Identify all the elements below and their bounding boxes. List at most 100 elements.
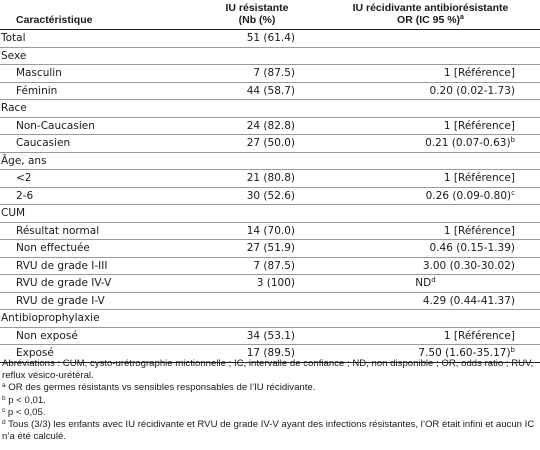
row-label: Féminin — [0, 82, 193, 100]
row-footnote-mark: d — [431, 276, 436, 285]
row-footnote-mark: b — [510, 346, 515, 355]
table-row: Âge, ans — [0, 152, 540, 170]
row-label: RVU de grade IV-V — [0, 274, 193, 293]
table-row: Total 51 (61.4) — [0, 29, 540, 48]
row-count-percent: 21 (80.8) — [193, 169, 321, 188]
footnote-c-text: p < 0,05. — [5, 406, 46, 418]
footnote-d: d Tous (3/3) les enfants avec IU récidiv… — [2, 419, 538, 443]
row-odds-ratio-value: 0.20 (0.02-1.73) — [429, 84, 515, 97]
row-label: 2-6 — [0, 187, 193, 205]
header-recurrent-uti-line2: OR (IC 95 %) — [397, 14, 461, 26]
row-odds-ratio — [321, 309, 540, 328]
row-odds-ratio — [321, 29, 540, 48]
table-row: Race — [0, 99, 540, 118]
table-row: <2 21 (80.8) 1 [Référence] — [0, 169, 540, 188]
header-resistant-uti: IU résistante (Nb (%) — [193, 0, 321, 30]
row-odds-ratio-value: 0.26 (0.09-0.80) — [425, 189, 512, 202]
row-odds-ratio-value: 1 [Référence] — [443, 119, 515, 132]
row-label: <2 — [0, 169, 193, 188]
row-group-label: Sexe — [0, 47, 193, 65]
row-odds-ratio-value: 7.50 (1.60-35.17) — [418, 347, 511, 360]
row-label: RVU de grade I-III — [0, 257, 193, 275]
row-odds-ratio-value: 3.00 (0.30-30.02) — [422, 259, 515, 272]
row-odds-ratio: 0.20 (0.02-1.73) — [321, 82, 540, 100]
row-count-percent — [193, 99, 321, 118]
row-count-percent: 27 (50.0) — [193, 134, 321, 153]
row-label: Non exposé — [0, 327, 193, 345]
header-characteristic: Caractéristique — [0, 0, 193, 30]
header-recurrent-uti-line1: IU récidivante antibiorésistante — [352, 2, 509, 14]
row-footnote-mark: c — [511, 188, 515, 197]
row-count-percent: 7 (87.5) — [193, 257, 321, 275]
footnote-b: b p < 0,01. — [2, 395, 538, 407]
row-label: RVU de grade I-V — [0, 292, 193, 310]
row-odds-ratio: 7.50 (1.60-35.17)b — [321, 344, 540, 363]
footnote-b-text: p < 0,01. — [5, 394, 46, 406]
row-odds-ratio-value: 0.46 (0.15-1.39) — [429, 242, 515, 255]
row-count-percent — [193, 152, 321, 170]
row-count-percent: 44 (58.7) — [193, 82, 321, 100]
table-row: Non-Caucasien 24 (82.8) 1 [Référence] — [0, 117, 540, 135]
row-odds-ratio: 0.46 (0.15-1.39) — [321, 239, 540, 258]
row-count-percent — [193, 204, 321, 223]
row-count-percent: 3 (100) — [193, 274, 321, 293]
table-row: Féminin 44 (58.7) 0.20 (0.02-1.73) — [0, 82, 540, 100]
table-row: Résultat normal 14 (70.0) 1 [Référence] — [0, 222, 540, 240]
table-row: RVU de grade IV-V 3 (100) NDd — [0, 274, 540, 293]
row-odds-ratio: NDd — [321, 274, 540, 293]
row-count-percent: 14 (70.0) — [193, 222, 321, 240]
row-count-percent: 34 (53.1) — [193, 327, 321, 345]
table-row: 2-6 30 (52.6) 0.26 (0.09-0.80)c — [0, 187, 540, 205]
header-recurrent-uti-or: IU récidivante antibiorésistante OR (IC … — [321, 0, 540, 30]
row-count-percent: 27 (51.9) — [193, 239, 321, 258]
table-footnotes: Abréviations : CUM, cysto-urétrographie … — [2, 358, 538, 443]
row-odds-ratio: 1 [Référence] — [321, 327, 540, 345]
table-header: Caractéristique IU résistante (Nb (%) IU… — [0, 0, 540, 30]
table-body: Total 51 (61.4) Sexe Masculin 7 (87.5) 1 [Réf… — [0, 29, 540, 363]
row-count-percent: 7 (87.5) — [193, 64, 321, 83]
row-odds-ratio: 1 [Référence] — [321, 117, 540, 135]
table-row: Masculin 7 (87.5) 1 [Référence] — [0, 64, 540, 83]
header-footnote-mark: a — [460, 14, 464, 21]
row-odds-ratio: 1 [Référence] — [321, 222, 540, 240]
row-odds-ratio-value: 1 [Référence] — [443, 172, 515, 185]
footnote-c: c p < 0,05. — [2, 407, 538, 419]
footnote-d-mark: d — [2, 419, 6, 427]
row-group-label: CUM — [0, 204, 193, 223]
row-count-percent — [193, 47, 321, 65]
row-odds-ratio — [321, 99, 540, 118]
row-odds-ratio: 1 [Référence] — [321, 64, 540, 83]
row-count-percent — [193, 292, 321, 310]
footnote-b-mark: b — [2, 394, 6, 402]
row-odds-ratio: 0.21 (0.07-0.63)b — [321, 134, 540, 153]
row-label: Non effectuée — [0, 239, 193, 258]
row-odds-ratio-value: 0.21 (0.07-0.63) — [425, 137, 511, 150]
table-row: RVU de grade I-III 7 (87.5) 3.00 (0.30-30.… — [0, 257, 540, 275]
row-footnote-mark: b — [510, 136, 515, 145]
row-odds-ratio: 1 [Référence] — [321, 169, 540, 188]
row-label: Résultat normal — [0, 222, 193, 240]
row-count-percent: 30 (52.6) — [193, 187, 321, 205]
row-label: Caucasien — [0, 134, 193, 153]
row-odds-ratio — [321, 152, 540, 170]
table-row: CUM — [0, 204, 540, 223]
row-odds-ratio: 3.00 (0.30-30.02) — [321, 257, 540, 275]
row-odds-ratio-value: 1 [Référence] — [443, 329, 515, 342]
row-odds-ratio — [321, 204, 540, 223]
header-resistant-uti-line2: (Nb (%) — [238, 14, 276, 26]
row-group-label: Race — [0, 99, 193, 118]
footnote-a-text: OR des germes résistants vs sensibles re… — [5, 382, 316, 394]
row-label: Exposé — [0, 344, 193, 363]
table-row: Sexe — [0, 47, 540, 65]
row-count-percent: 17 (89.5) — [193, 344, 321, 363]
footnote-c-mark: c — [2, 406, 6, 414]
row-odds-ratio: 4.29 (0.44-41.37) — [321, 292, 540, 310]
table-row: Antibioprophylaxie — [0, 309, 540, 328]
footnote-a-mark: a — [2, 382, 6, 390]
row-odds-ratio-value: ND — [415, 277, 432, 290]
table-row: Exposé 17 (89.5) 7.50 (1.60-35.17)b — [0, 344, 540, 363]
footnote-a: a OR des germes résistants vs sensibles … — [2, 382, 538, 394]
footnote-d-text: Tous (3/3) les enfants avec IU récidivan… — [2, 419, 535, 443]
row-odds-ratio-value: 1 [Référence] — [443, 67, 515, 80]
